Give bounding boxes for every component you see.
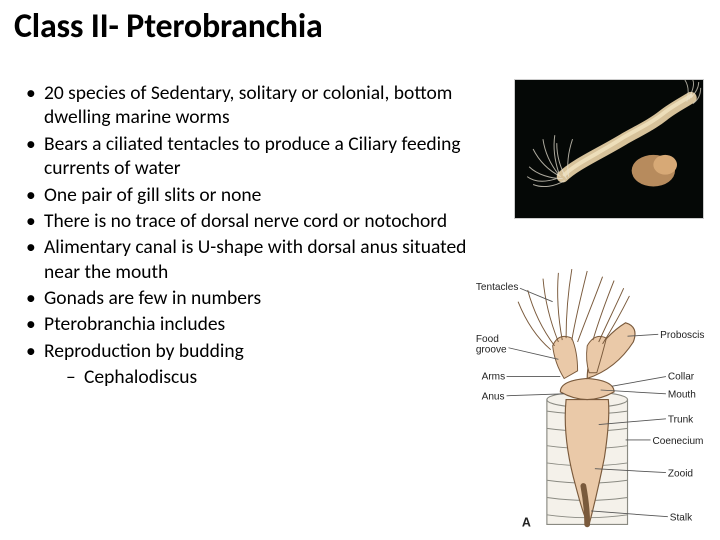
- text-column: 20 species of Sedentary, solitary or col…: [14, 81, 467, 392]
- diagram-label: Arms: [482, 371, 506, 382]
- sub-bullet-item: Cephalodiscus: [66, 365, 467, 389]
- diagram-label: Food: [476, 334, 499, 345]
- bullet-item: Reproduction by budding Cephalodiscus: [26, 339, 467, 390]
- marine-organism-photo: [514, 79, 704, 219]
- bullet-item: One pair of gill slits or none: [26, 183, 467, 207]
- diagram-label: Trunk: [668, 415, 694, 426]
- diagram-label: Zooid: [668, 468, 693, 479]
- sub-bullet-list: Cephalodiscus: [44, 365, 467, 389]
- diagram-label: Coenecium: [652, 436, 703, 447]
- slide: Class II- Pterobranchia 20 species of Se…: [0, 0, 720, 540]
- bullet-item: Bears a ciliated tentacles to produce a …: [26, 132, 467, 181]
- slide-title: Class II- Pterobranchia: [14, 6, 706, 47]
- diagram-label: groove: [476, 345, 507, 356]
- diagram-panel-label: A: [522, 515, 531, 529]
- diagram-label: Mouth: [668, 390, 696, 401]
- bullet-text: Reproduction by budding: [44, 339, 244, 363]
- diagram-label: Collar: [668, 371, 695, 382]
- bullet-item: 20 species of Sedentary, solitary or col…: [26, 81, 467, 130]
- photo-svg: [515, 80, 703, 218]
- bullet-item: Alimentary canal is U-shape with dorsal …: [26, 235, 467, 284]
- diagram-label: Anus: [482, 392, 505, 403]
- diagram-label: Tentacles: [476, 282, 519, 293]
- anatomy-diagram: Tentacles Food groove Arms Anus Probosci…: [472, 245, 712, 535]
- diagram-label: Stalk: [670, 513, 693, 524]
- diagram-svg: Tentacles Food groove Arms Anus Probosci…: [472, 245, 712, 535]
- bullet-item: There is no trace of dorsal nerve cord o…: [26, 209, 467, 233]
- content-row: 20 species of Sedentary, solitary or col…: [14, 81, 706, 392]
- bullet-item: Gonads are few in numbers: [26, 286, 467, 310]
- bullet-item: Pterobranchia includes: [26, 312, 467, 336]
- image-column: Tentacles Food groove Arms Anus Probosci…: [467, 81, 706, 392]
- diagram-label: Proboscis: [660, 330, 704, 341]
- bullet-list: 20 species of Sedentary, solitary or col…: [14, 81, 467, 390]
